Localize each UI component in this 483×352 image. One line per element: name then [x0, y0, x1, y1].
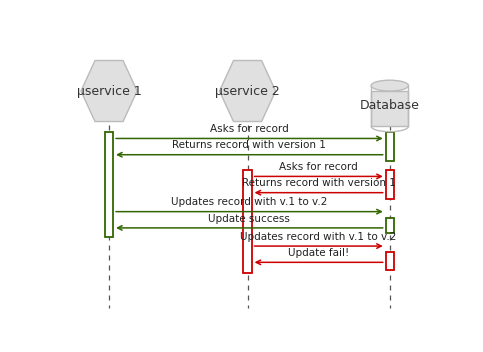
Bar: [371, 91, 409, 126]
Bar: [385, 218, 394, 233]
Ellipse shape: [371, 80, 409, 91]
Bar: [243, 170, 252, 273]
Text: Updates record with v.1 to v.2: Updates record with v.1 to v.2: [171, 197, 327, 207]
Text: μservice 2: μservice 2: [215, 84, 280, 98]
Text: Update success: Update success: [209, 214, 290, 224]
Text: μservice 1: μservice 1: [77, 84, 142, 98]
Text: Returns record with version 1: Returns record with version 1: [172, 140, 327, 150]
Text: Asks for record: Asks for record: [279, 162, 358, 172]
Bar: [105, 132, 113, 237]
Polygon shape: [81, 61, 137, 121]
Text: Updates record with v.1 to v.2: Updates record with v.1 to v.2: [241, 232, 397, 242]
Bar: [385, 132, 394, 162]
Text: Update fail!: Update fail!: [288, 248, 349, 258]
Polygon shape: [219, 61, 276, 121]
Bar: [385, 252, 394, 270]
Text: Database: Database: [360, 99, 420, 112]
Text: Returns record with version 1: Returns record with version 1: [242, 178, 396, 188]
Bar: [385, 170, 394, 200]
Text: Asks for record: Asks for record: [210, 124, 289, 134]
